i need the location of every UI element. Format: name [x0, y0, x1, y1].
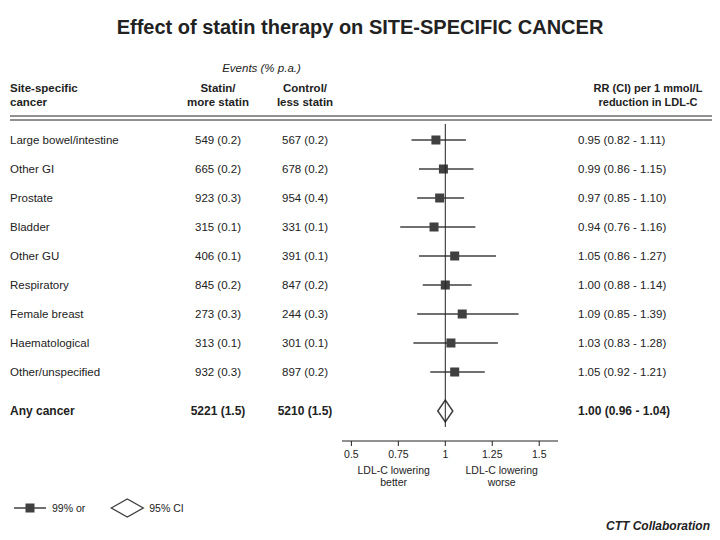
rr-text: 1.05 (0.92 - 1.21): [578, 366, 666, 378]
marks: [400, 136, 518, 423]
row-label: Large bowel/intestine: [10, 134, 119, 146]
tick: [351, 441, 352, 446]
tick: [398, 441, 399, 446]
rr-text: 1.00 (0.88 - 1.14): [578, 279, 666, 291]
tick-label: 1.25: [482, 448, 503, 460]
header-rule: [10, 120, 712, 121]
rr-text: 0.95 (0.82 - 1.11): [578, 134, 666, 146]
annotation: CTT Collaboration: [606, 519, 710, 533]
row-label: Prostate: [10, 192, 53, 204]
tick-label: 0.75: [388, 448, 409, 460]
control-events: 567 (0.2): [282, 134, 328, 146]
control-events: 897 (0.2): [282, 366, 328, 378]
ci-line: [417, 313, 518, 315]
estimate-square: [450, 252, 459, 261]
row-label: Respiratory: [10, 279, 69, 291]
control-events: 847 (0.2): [282, 279, 328, 291]
statin-events: 845 (0.2): [195, 279, 241, 291]
tick: [445, 441, 446, 446]
control-events: 678 (0.2): [282, 163, 328, 175]
legend-label: 99% or: [52, 502, 86, 514]
rr-text: 0.97 (0.85 - 1.10): [578, 192, 666, 204]
reference-line: [445, 124, 446, 427]
estimate-square: [439, 165, 448, 174]
row-label: Other GU: [10, 250, 59, 262]
statin-events: 406 (0.1): [195, 250, 241, 262]
row-label: Other GI: [10, 163, 54, 175]
row-label: Any cancer: [10, 404, 75, 418]
column-header: Site-specificcancer: [10, 82, 78, 108]
tick-label: 0.5: [344, 448, 359, 460]
statin-events: 5221 (1.5): [191, 404, 246, 418]
estimate-square: [446, 339, 455, 348]
control-events: 301 (0.1): [282, 337, 328, 349]
control-events: 5210 (1.5): [278, 404, 333, 418]
chart: Effect of statin therapy on SITE-SPECIFI…: [0, 0, 720, 540]
estimate-square: [431, 136, 440, 145]
column-group-header: Events (% p.a.): [222, 62, 301, 74]
axis-label: LDL-C loweringbetter: [357, 464, 430, 488]
row-label: Female breast: [10, 308, 84, 320]
statin-events: 549 (0.2): [195, 134, 241, 146]
tick-label: 1: [442, 448, 448, 460]
tick: [539, 441, 540, 446]
control-events: 244 (0.3): [282, 308, 328, 320]
estimate-square: [430, 223, 439, 232]
row-label: Other/unspecified: [10, 366, 100, 378]
control-events: 391 (0.1): [282, 250, 328, 262]
header-rule: [10, 116, 712, 117]
tick-label: 1.5: [532, 448, 547, 460]
legend-symbol: [26, 504, 35, 513]
rr-text: 1.00 (0.96 - 1.04): [578, 404, 670, 418]
rr-text: 1.05 (0.86 - 1.27): [578, 250, 666, 262]
control-events: 331 (0.1): [282, 221, 328, 233]
statin-events: 923 (0.3): [195, 192, 241, 204]
rr-text: 0.94 (0.76 - 1.16): [578, 221, 666, 233]
control-events: 954 (0.4): [282, 192, 328, 204]
row-label: Haematological: [10, 337, 89, 349]
column-header: Control/less statin: [277, 82, 333, 108]
rr-text: 1.03 (0.83 - 1.28): [578, 337, 666, 349]
legend: 99% or 95% CI: [14, 499, 184, 517]
statin-events: 932 (0.3): [195, 366, 241, 378]
estimate-square: [435, 194, 444, 203]
row-label: Bladder: [10, 221, 50, 233]
axis-label: LDL-C loweringworse: [465, 464, 538, 488]
column-header: Statin/more statin: [187, 82, 249, 108]
statin-events: 665 (0.2): [195, 163, 241, 175]
tick: [492, 441, 493, 446]
legend-label: 95% CI: [149, 502, 183, 514]
estimate-square: [450, 368, 459, 377]
axis-line: [342, 441, 558, 442]
estimate-square: [458, 310, 467, 319]
statin-events: 313 (0.1): [195, 337, 241, 349]
title: Effect of statin therapy on SITE-SPECIFI…: [117, 16, 604, 38]
rr-text: 0.99 (0.86 - 1.15): [578, 163, 666, 175]
rr-text: 1.09 (0.85 - 1.39): [578, 308, 666, 320]
column-header: RR (CI) per 1 mmol/Lreduction in LDL-C: [594, 82, 703, 108]
row-labels: Large bowel/intestine 549 (0.2) 567 (0.2) 0…: [10, 134, 670, 418]
x-axis: 0.5 0.75 1 1.25 1.5 LDL-C loweringbetter LDL-C…: [342, 441, 558, 488]
statin-events: 273 (0.3): [195, 308, 241, 320]
ci-line: [413, 342, 498, 344]
legend-symbol: [111, 499, 143, 517]
statin-events: 315 (0.1): [195, 221, 241, 233]
